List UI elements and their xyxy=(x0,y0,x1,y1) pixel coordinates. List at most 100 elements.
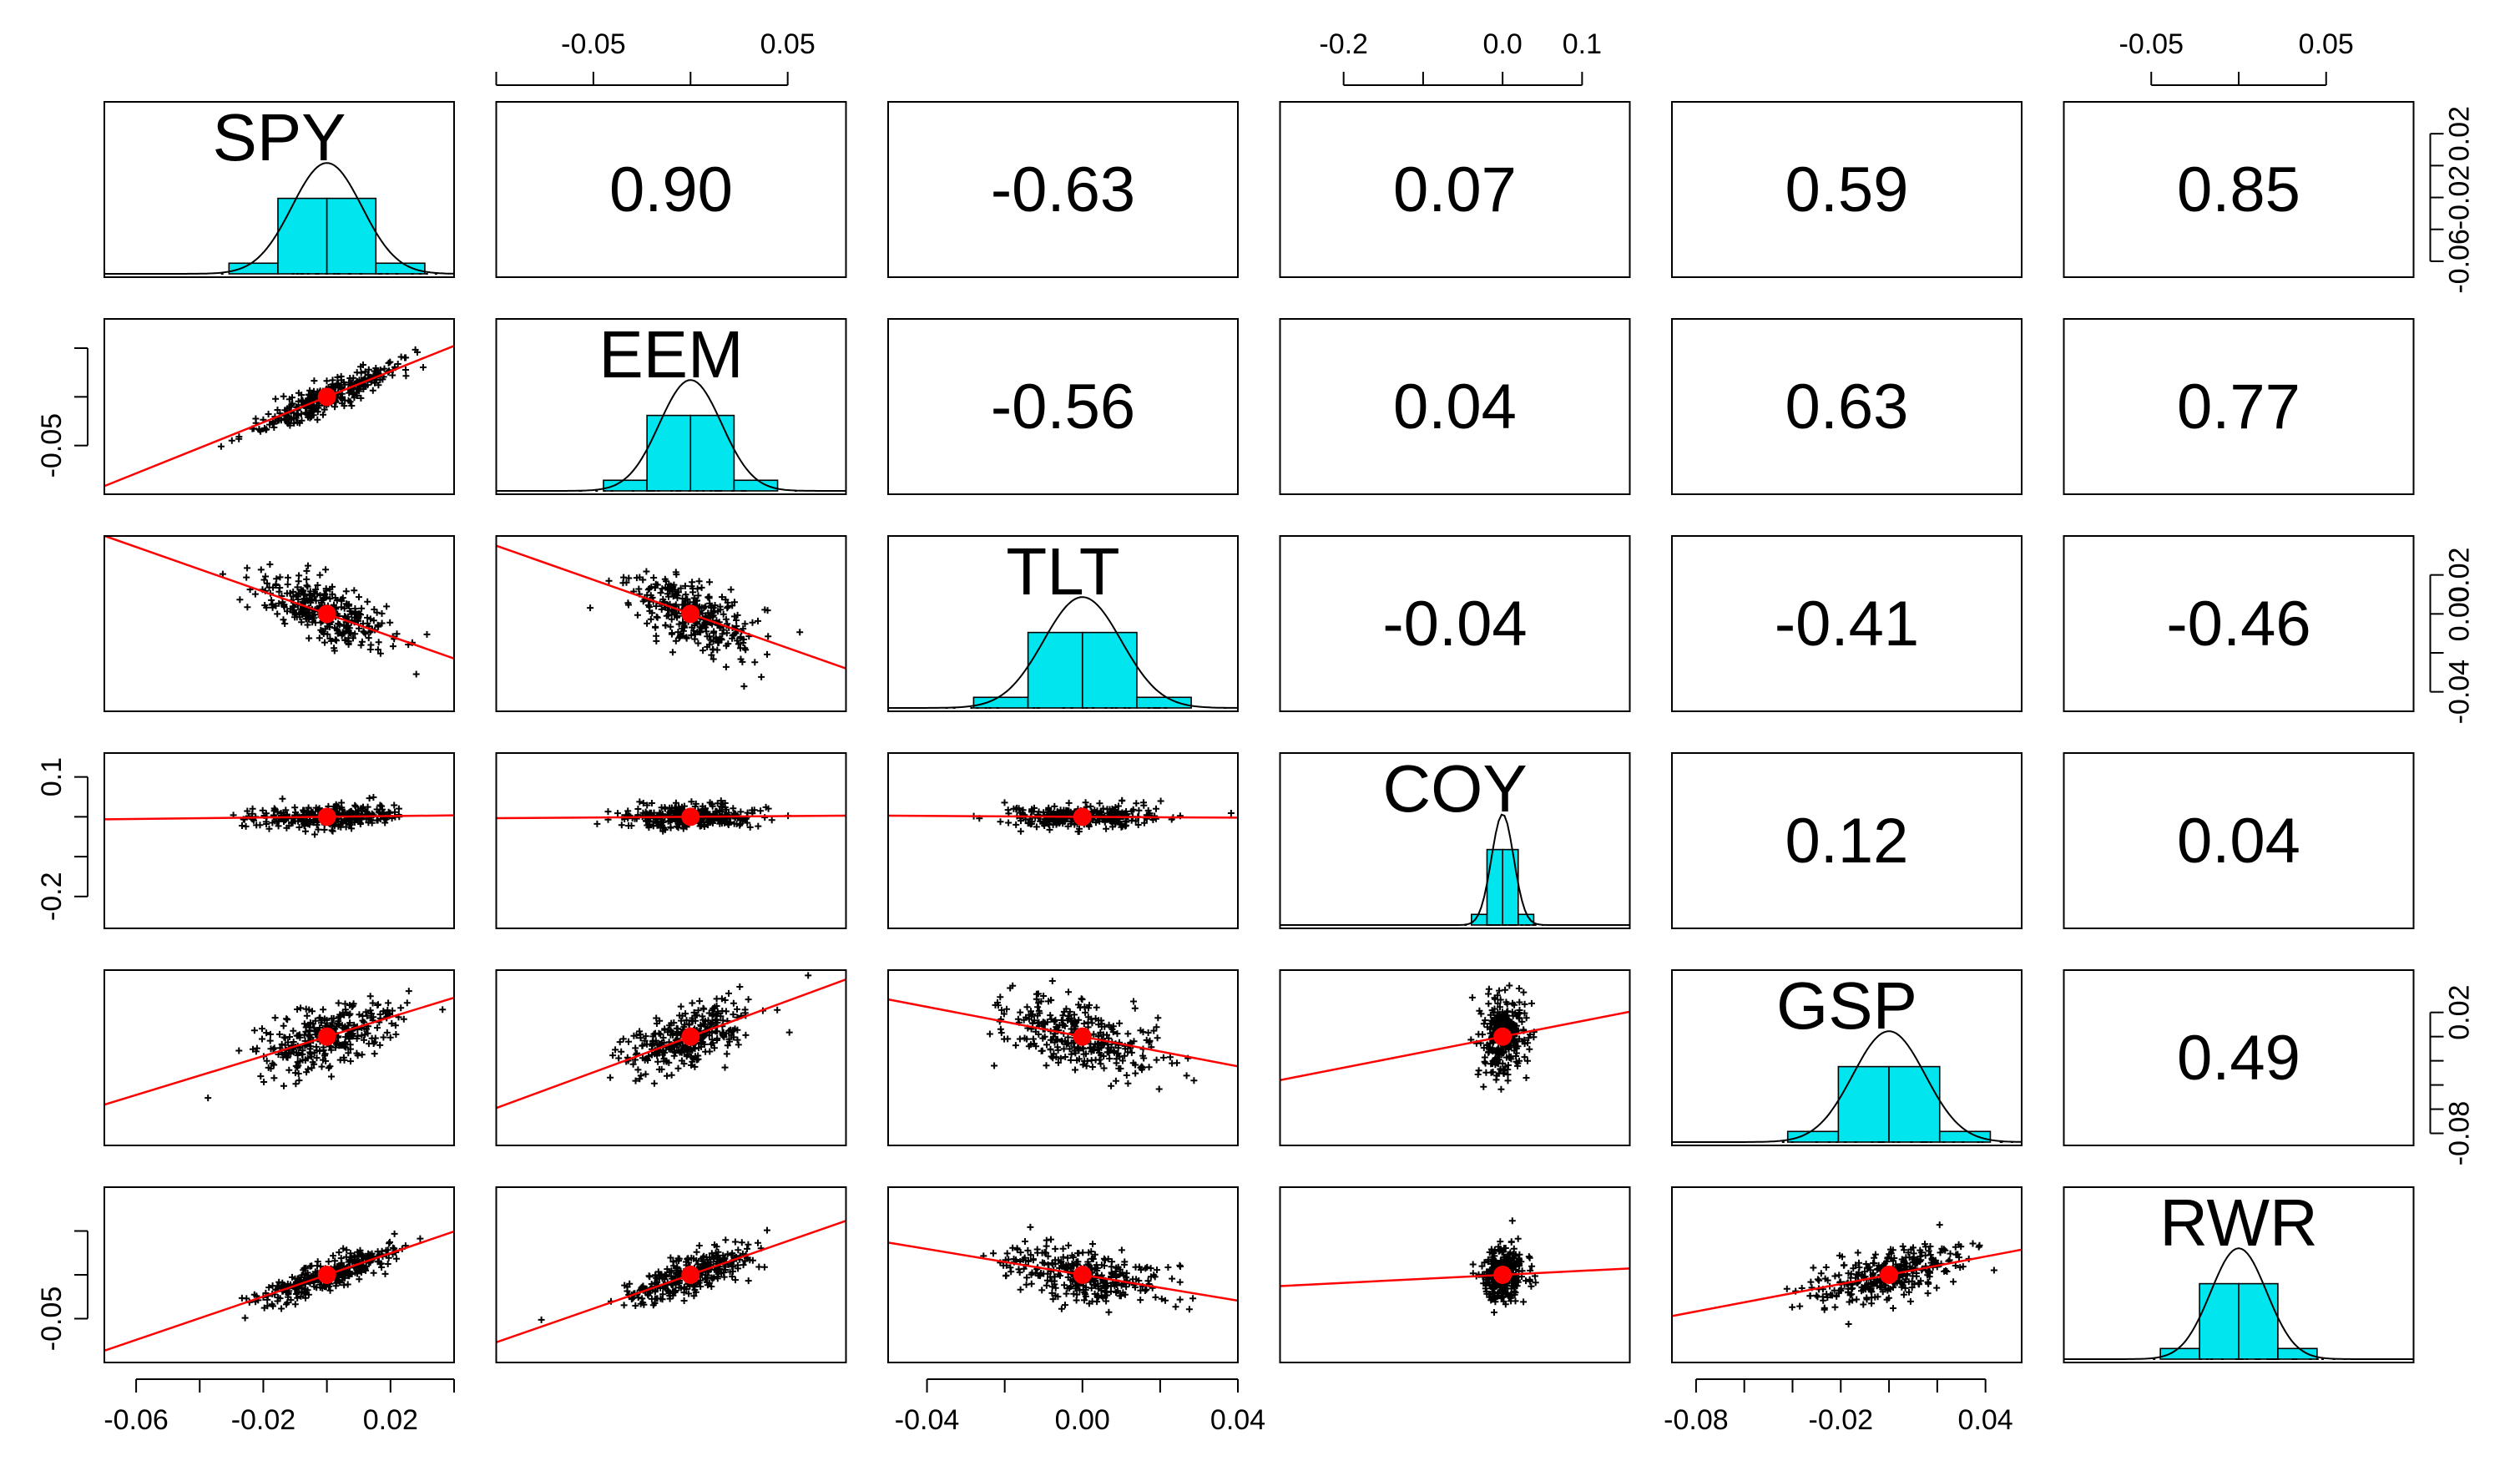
panel-frame xyxy=(1671,969,2023,1146)
tick-label: 0.00 xyxy=(1055,1404,1110,1436)
tick-label: -0.08 xyxy=(2444,1101,2476,1166)
centroid-marker xyxy=(1493,1027,1513,1046)
tick-label: 0.05 xyxy=(760,28,816,60)
panel-tlt-spy xyxy=(104,535,455,712)
scatter-points xyxy=(104,794,454,838)
panel-rwr-tlt xyxy=(887,1186,1239,1363)
panel-eem-rwr: 0.77 xyxy=(2063,318,2415,495)
correlation-label-spy-rwr: 0.85 xyxy=(2177,154,2300,225)
fit-line xyxy=(888,814,1238,819)
panel-frame xyxy=(887,535,1239,712)
panel-tlt-eem xyxy=(495,535,847,712)
histogram-bar xyxy=(2159,1347,2200,1360)
histogram-bar xyxy=(1938,1130,1992,1143)
left-axis-rwr: -0.05 xyxy=(36,1230,88,1352)
panel-frame xyxy=(495,318,847,495)
correlation-label-eem-gsp: 0.63 xyxy=(1785,372,1909,442)
density-curve xyxy=(1672,1030,2022,1143)
centroid-marker xyxy=(1073,1266,1092,1284)
panel-frame xyxy=(887,1186,1239,1363)
fit-line xyxy=(496,1220,846,1344)
panel-tlt-gsp: -0.41 xyxy=(1671,535,2023,712)
density-curve xyxy=(1280,813,1630,926)
fit-line xyxy=(104,814,454,821)
centroid-marker xyxy=(681,807,700,827)
fit-line xyxy=(496,814,846,820)
histogram-bar xyxy=(603,479,648,492)
panel-coy-rwr: 0.04 xyxy=(2063,752,2415,929)
centroid-marker xyxy=(1073,807,1092,827)
correlation-label-coy-gsp: 0.12 xyxy=(1785,806,1909,877)
tick-label: -0.05 xyxy=(561,28,626,60)
histogram-bar xyxy=(646,414,692,492)
panel-frame xyxy=(495,969,847,1146)
fit-line xyxy=(496,978,846,1110)
top-axis-rwr: -0.05 0.05 xyxy=(2119,28,2354,86)
scatter-points xyxy=(496,544,846,690)
panel-gsp-coy xyxy=(1279,969,1631,1146)
panel-rwr-coy xyxy=(1279,1186,1631,1363)
panel-frame xyxy=(2063,969,2415,1146)
panel-frame xyxy=(104,969,455,1146)
histogram-bar xyxy=(1136,696,1192,709)
scatter-points xyxy=(1280,982,1630,1093)
panel-frame xyxy=(104,752,455,929)
centroid-marker xyxy=(681,1266,700,1284)
bottom-axis-tlt: -0.04 0.00 0.04 xyxy=(895,1378,1265,1436)
density-curve xyxy=(2063,1247,2414,1360)
panel-frame xyxy=(2063,1186,2415,1363)
right-axis-tlt: -0.04 0.000.02 xyxy=(2429,548,2476,724)
variable-label-gsp: GSP xyxy=(1776,968,1917,1043)
scatter-points xyxy=(1280,1217,1630,1316)
left-axis-coy: -0.2 0.1 xyxy=(36,757,88,921)
panel-frame xyxy=(1279,535,1631,712)
scatter-points xyxy=(104,345,454,488)
panel-frame xyxy=(495,101,847,278)
panel-frame xyxy=(2063,752,2415,929)
fit-line xyxy=(104,536,454,660)
panel-frame xyxy=(1279,1186,1631,1363)
centroid-marker xyxy=(317,604,336,624)
panel-spy-tlt: -0.63 xyxy=(887,101,1239,278)
centroid-marker xyxy=(1493,1266,1513,1284)
correlation-label-tlt-coy: -0.04 xyxy=(1382,589,1527,660)
panel-frame xyxy=(1671,535,2023,712)
tick-label: -0.05 xyxy=(2119,28,2184,60)
panel-spy-gsp: 0.59 xyxy=(1671,101,2023,278)
density-curve xyxy=(104,162,454,275)
variable-label-spy: SPY xyxy=(212,100,346,174)
variable-label-coy: COY xyxy=(1382,751,1527,826)
panel-frame xyxy=(104,101,455,278)
fit-line xyxy=(1672,1248,2022,1317)
histogram-bar xyxy=(2199,1282,2240,1360)
panel-gsp-gsp: GSP xyxy=(1671,968,2023,1146)
histogram-bar xyxy=(733,479,779,492)
histogram-bar xyxy=(1518,913,1535,926)
scatter-point-group xyxy=(1469,1217,1539,1316)
scatter-points xyxy=(496,972,846,1110)
correlation-label-spy-coy: 0.07 xyxy=(1393,154,1517,225)
scatter-points xyxy=(104,988,454,1106)
tick-label: 0.02 xyxy=(2444,106,2476,161)
correlation-label-spy-tlt: -0.63 xyxy=(991,154,1135,225)
correlation-label-tlt-rwr: -0.46 xyxy=(2166,589,2310,660)
panel-spy-eem: 0.90 xyxy=(495,101,847,278)
panel-frame xyxy=(495,752,847,929)
tick-label: -0.06 xyxy=(104,1404,169,1436)
histogram-bar xyxy=(1837,1065,1890,1143)
fit-line xyxy=(1280,1267,1630,1287)
scatter-point-group xyxy=(1783,1221,1997,1327)
correlation-label-gsp-rwr: 0.49 xyxy=(2177,1023,2300,1094)
histogram-bar xyxy=(689,414,735,492)
tick-label: -0.05 xyxy=(36,1287,68,1352)
tick-label: -0.08 xyxy=(1664,1404,1729,1436)
panel-frame xyxy=(2063,318,2415,495)
panel-frame xyxy=(1279,101,1631,278)
panel-eem-tlt: -0.56 xyxy=(887,318,1239,495)
histogram-bar xyxy=(228,262,279,275)
scatter-points xyxy=(496,1220,846,1344)
panel-gsp-rwr: 0.49 xyxy=(2063,969,2415,1146)
panel-eem-eem: EEM xyxy=(495,317,847,495)
panel-frame xyxy=(887,969,1239,1146)
